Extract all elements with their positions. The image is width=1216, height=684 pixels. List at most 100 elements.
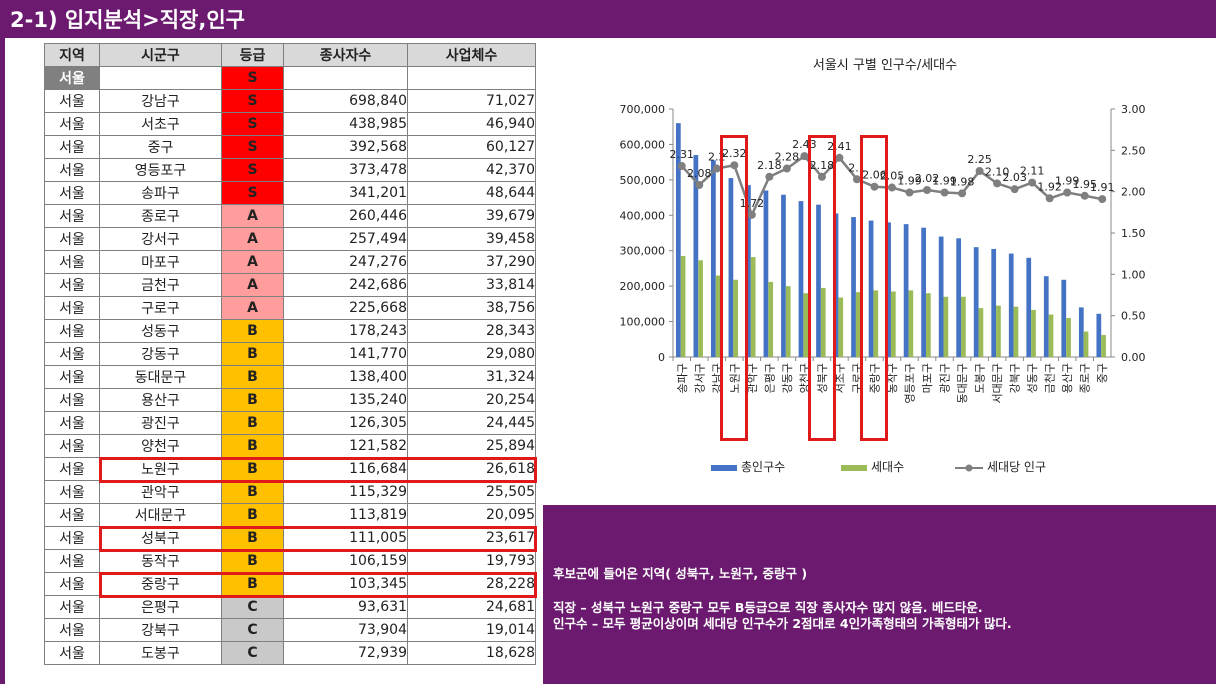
line-point (1063, 188, 1072, 197)
chart-title: 서울시 구별 인구수/세대수 (812, 58, 958, 73)
table-row: 서울 금천구 A 242,686 33,814 (44, 273, 536, 297)
title-bar: 2-1) 입지분석>직장,인구 (0, 0, 1216, 38)
summary-line-population: 인구수 – 모두 평균이상이며 세대당 인구수가 2점대로 4인가족형태의 가족… (553, 616, 1012, 631)
cell-workers: 135,240 (283, 388, 408, 412)
cell-businesses: 39,458 (407, 227, 536, 251)
line-point (1080, 191, 1089, 200)
cell-district: 용산구 (99, 388, 222, 412)
line-data-label: 1.92 (1037, 180, 1062, 193)
bar-households (943, 296, 949, 357)
group-empty-district (99, 66, 222, 90)
cell-district: 동작구 (99, 549, 222, 573)
bar-households (1083, 331, 1089, 357)
bar-households (996, 305, 1001, 357)
y-tick-label-right: 3.00 (1121, 103, 1146, 116)
cell-workers: 178,243 (283, 319, 408, 343)
x-tick-label: 관악구 (746, 363, 759, 393)
y-tick-label-right: 2.50 (1121, 144, 1146, 157)
cell-region: 서울 (44, 480, 100, 504)
cell-businesses: 60,127 (407, 135, 536, 159)
bar-population (763, 190, 769, 357)
bar-population (1096, 313, 1102, 357)
table-row: 서울 영등포구 S 373,478 42,370 (44, 158, 536, 182)
grade-badge: S (221, 112, 284, 136)
line-point (695, 181, 704, 190)
bar-households (1048, 314, 1054, 357)
legend-swatch-blue (711, 464, 737, 471)
cell-workers: 438,985 (283, 112, 408, 136)
bar-population (833, 213, 839, 357)
line-point (888, 183, 896, 192)
x-tick-label: 송파구 (676, 363, 689, 393)
line-point (765, 172, 774, 181)
line-data-label: 2.25 (967, 153, 992, 166)
cell-region: 서울 (44, 89, 100, 113)
legend-label-per-household: 세대당 인구 (987, 460, 1047, 474)
x-tick-label: 영등포구 (904, 363, 917, 403)
cell-region: 서울 (44, 595, 100, 619)
line-data-label: 2.18 (757, 159, 782, 172)
table-row: 서울 중구 S 392,568 60,127 (44, 135, 536, 159)
legend-label-population: 총인구수 (741, 460, 786, 474)
grade-badge: S (221, 158, 284, 182)
cell-district: 서초구 (99, 112, 222, 136)
cell-region: 서울 (44, 503, 100, 527)
cell-district: 서대문구 (99, 503, 222, 527)
group-empty-workers (283, 66, 408, 90)
y-tick-label-left: 0 (658, 351, 665, 364)
x-tick-label: 마포구 (921, 363, 934, 393)
line-point (817, 172, 826, 181)
cell-businesses: 24,445 (407, 411, 536, 435)
chart-highlight-box (860, 135, 889, 441)
summary-line-candidates: 후보군에 들어온 지역( 성북구, 노원구, 중랑구 ) (553, 566, 808, 581)
x-tick-label: 은평구 (763, 363, 776, 393)
cell-workers: 121,582 (283, 434, 408, 458)
line-data-label: 1.99 (932, 174, 957, 187)
bar-households (1031, 309, 1036, 357)
grade-badge: S (221, 89, 284, 113)
bar-population (1078, 307, 1084, 357)
line-point (1028, 178, 1037, 187)
group-grade-badge: S (221, 66, 284, 90)
bar-households (768, 281, 774, 357)
cell-businesses: 46,940 (407, 112, 536, 136)
y-tick-label-right: 1.50 (1121, 227, 1146, 240)
bar-population (956, 238, 962, 357)
x-tick-label: 종로구 (1079, 363, 1092, 393)
bar-households (1066, 318, 1071, 357)
cell-businesses: 23,617 (407, 526, 536, 550)
x-tick-label: 성북구 (816, 363, 829, 393)
x-tick-label: 동대문구 (956, 363, 969, 403)
x-tick-label: 도봉구 (974, 363, 987, 393)
cell-district: 양천구 (99, 434, 222, 458)
bar-households (820, 287, 826, 357)
cell-workers: 373,478 (283, 158, 408, 182)
cell-region: 서울 (44, 434, 100, 458)
y-tick-label-right: 0.00 (1121, 351, 1146, 364)
line-point (852, 175, 861, 184)
row-highlight-box (99, 525, 537, 552)
cell-businesses: 39,679 (407, 204, 536, 228)
cell-workers: 247,276 (283, 250, 408, 274)
line-point (800, 152, 809, 161)
bar-population (781, 194, 786, 357)
bar-households (838, 297, 844, 357)
cell-workers: 106,159 (283, 549, 408, 573)
row-highlight-box (99, 571, 537, 598)
line-point (993, 179, 1002, 188)
x-tick-label: 강북구 (1009, 363, 1022, 393)
x-tick-label: 서대문구 (991, 363, 1004, 403)
grade-badge: B (221, 480, 284, 504)
grade-badge: B (221, 319, 284, 343)
cell-businesses: 24,681 (407, 595, 536, 619)
summary-line-jobs: 직장 – 성북구 노원구 중랑구 모두 B등급으로 직장 종사자수 많지 않음.… (553, 600, 983, 615)
line-data-label: 2.10 (985, 165, 1010, 178)
bar-households (680, 256, 686, 357)
cell-region: 서울 (44, 319, 100, 343)
bar-population (798, 201, 804, 357)
legend-swatch-line (955, 464, 983, 471)
line-point (923, 186, 932, 195)
bar-households (1101, 335, 1106, 357)
cell-region: 서울 (44, 296, 100, 320)
col-header-grade: 등급 (221, 43, 284, 67)
